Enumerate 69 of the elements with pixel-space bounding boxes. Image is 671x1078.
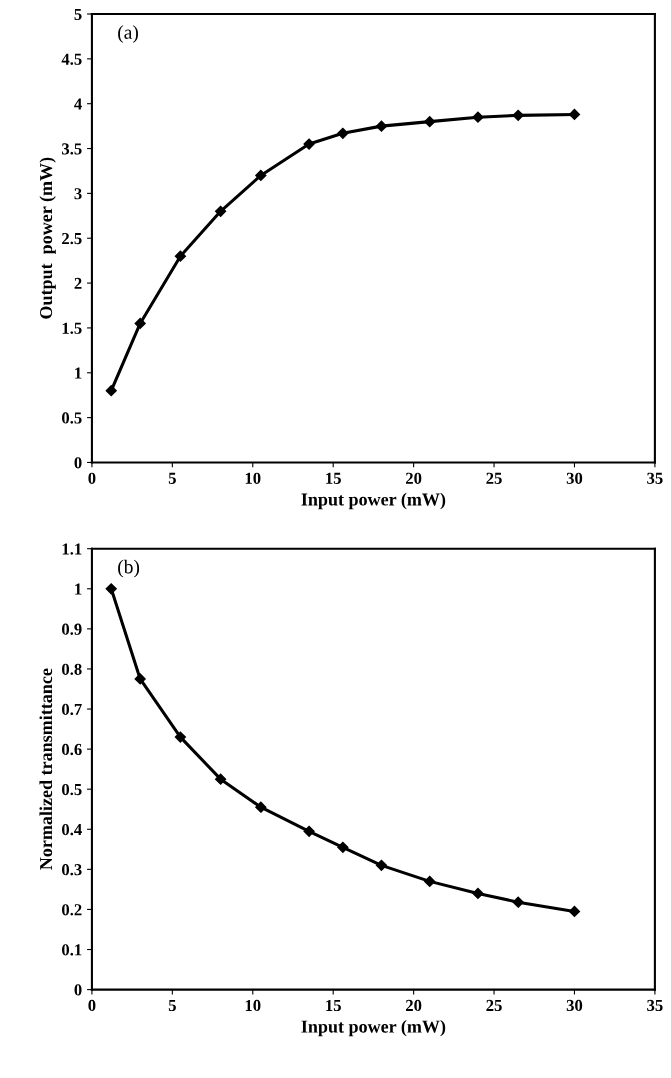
x-tick-label: 10 (245, 472, 261, 484)
point (568, 108, 581, 121)
y-tick-label: 2 (74, 277, 82, 289)
y-tick-label: 1.1 (62, 543, 82, 555)
point (134, 317, 146, 330)
y-tick-label: 3 (74, 188, 82, 200)
point (255, 801, 267, 813)
x-tick-label: 5 (168, 472, 176, 484)
y-axis-title: Normalized transmittance (39, 668, 53, 870)
y-tick-label: 0.2 (62, 904, 82, 916)
y-tick-label: 0.4 (62, 823, 82, 836)
annotation: (b) (118, 559, 140, 578)
x-tick-label: 25 (486, 472, 502, 484)
point (174, 731, 186, 743)
x-tick-label: 0 (88, 472, 96, 484)
point (303, 825, 315, 837)
x-tick-label: 30 (566, 999, 583, 1012)
x-tick-label: 15 (326, 999, 341, 1012)
x-tick-label: 25 (486, 999, 502, 1012)
y-tick-label: 0.5 (62, 412, 82, 424)
y-tick-label: 3.5 (62, 143, 82, 155)
x-tick-label: 10 (245, 999, 261, 1012)
point (337, 841, 349, 853)
y-tick-label: 0.1 (62, 944, 82, 956)
y-tick-label: 2.5 (62, 232, 82, 245)
y-tick-label: 1 (75, 367, 82, 379)
point (568, 905, 581, 918)
y-tick-label: 0.9 (62, 623, 82, 635)
point (134, 673, 146, 685)
point (512, 896, 524, 908)
y-tick-label: 0.6 (62, 743, 82, 756)
y-tick-label: 1.5 (62, 322, 82, 334)
point (215, 205, 227, 217)
x-axis-title: Input power (mW) (301, 1020, 446, 1037)
y-tick-label: 0 (74, 984, 82, 996)
point (105, 385, 117, 397)
point (472, 887, 484, 900)
x-axis-title: Input power (mW) (301, 492, 446, 510)
point (472, 111, 484, 123)
y-tick-label: 0.8 (62, 663, 82, 675)
x-tick-label: 20 (405, 472, 422, 484)
y-tick-label: 1 (75, 583, 82, 595)
point (303, 138, 315, 150)
point (424, 875, 436, 887)
point (255, 169, 267, 182)
x-tick-label: 30 (566, 472, 583, 484)
x-tick-label: 5 (168, 999, 176, 1012)
point (375, 859, 388, 871)
y-tick-label: 4 (74, 98, 82, 110)
x-tick-label: 35 (647, 472, 663, 484)
x-tick-label: 0 (88, 999, 96, 1012)
point (375, 120, 388, 132)
y-tick-label: 5 (74, 8, 82, 20)
y-tick-label: 0.7 (62, 703, 82, 716)
point (337, 127, 349, 139)
y-axis-title: Output power (mW) (39, 157, 56, 319)
x-tick-label: 20 (405, 999, 422, 1012)
point (105, 583, 117, 595)
point (174, 250, 186, 262)
y-tick-label: 0.5 (62, 783, 82, 796)
annotation: (a) (118, 25, 138, 43)
x-tick-label: 35 (647, 999, 663, 1012)
point (424, 116, 436, 128)
y-tick-label: 4.5 (61, 53, 82, 65)
point (512, 109, 524, 121)
y-tick-label: 0 (74, 457, 82, 469)
point (215, 773, 227, 785)
x-tick-label: 15 (326, 472, 341, 484)
y-tick-label: 0.3 (62, 864, 82, 876)
